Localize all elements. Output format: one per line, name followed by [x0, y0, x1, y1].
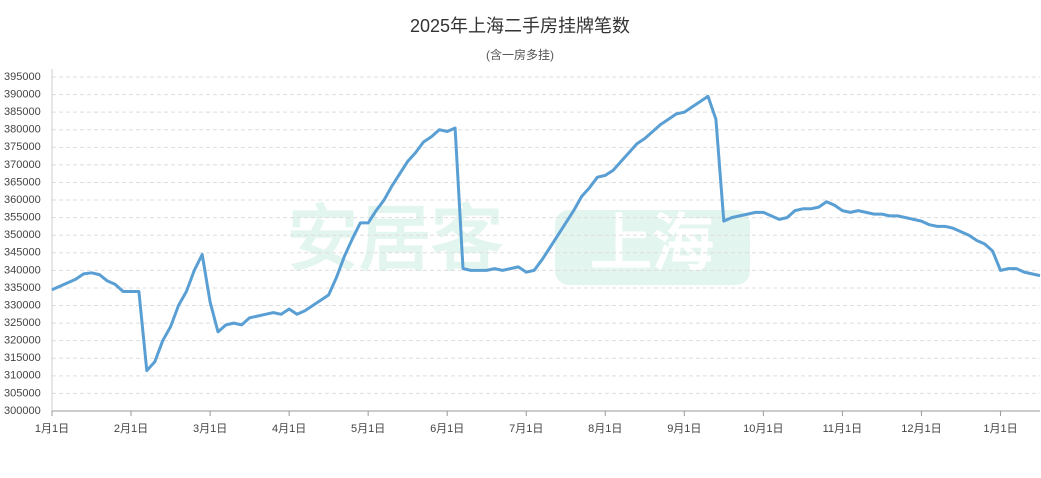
x-tick-label: 7月1日 — [509, 423, 543, 435]
y-tick-label: 380000 — [4, 124, 41, 136]
x-tick-label: 1月1日 — [983, 423, 1017, 435]
y-tick-label: 345000 — [4, 247, 41, 259]
y-tick-label: 315000 — [4, 352, 41, 364]
y-tick-label: 335000 — [4, 282, 41, 294]
x-tick-label: 11月1日 — [823, 423, 863, 435]
y-tick-label: 330000 — [4, 299, 41, 311]
watermark-city: 上海 — [590, 209, 714, 278]
x-tick-label: 4月1日 — [272, 423, 306, 435]
watermark-box — [555, 210, 750, 285]
y-tick-label: 340000 — [4, 264, 41, 276]
x-tick-label: 6月1日 — [430, 423, 464, 435]
x-tick-label: 8月1日 — [588, 423, 622, 435]
y-tick-label: 360000 — [4, 194, 41, 206]
x-tick-label: 2月1日 — [114, 423, 148, 435]
y-tick-label: 385000 — [4, 106, 41, 118]
x-tick-label: 9月1日 — [667, 423, 701, 435]
x-tick-label: 3月1日 — [193, 423, 227, 435]
y-tick-label: 320000 — [4, 335, 41, 347]
y-tick-label: 300000 — [4, 405, 41, 417]
x-tick-label: 1月1日 — [35, 423, 69, 435]
y-tick-label: 365000 — [4, 176, 41, 188]
y-tick-label: 375000 — [4, 141, 41, 153]
y-tick-label: 395000 — [4, 71, 41, 83]
y-tick-label: 355000 — [4, 212, 41, 224]
chart-subtitle: (含一房多挂) — [486, 47, 554, 62]
y-tick-label: 325000 — [4, 317, 41, 329]
x-tick-label: 10月1日 — [743, 423, 783, 435]
y-tick-label: 305000 — [4, 387, 41, 399]
watermark-brand: 安居客 — [287, 200, 503, 280]
y-tick-label: 390000 — [4, 88, 41, 100]
y-tick-label: 310000 — [4, 370, 41, 382]
x-tick-label: 12月1日 — [901, 423, 941, 435]
chart-title: 2025年上海二手房挂牌笔数 — [410, 16, 630, 36]
watermark: 安居客 上海 — [287, 200, 750, 285]
y-tick-label: 370000 — [4, 159, 41, 171]
y-tick-label: 350000 — [4, 229, 41, 241]
x-tick-label: 5月1日 — [351, 423, 385, 435]
line-series — [51, 94, 1041, 373]
